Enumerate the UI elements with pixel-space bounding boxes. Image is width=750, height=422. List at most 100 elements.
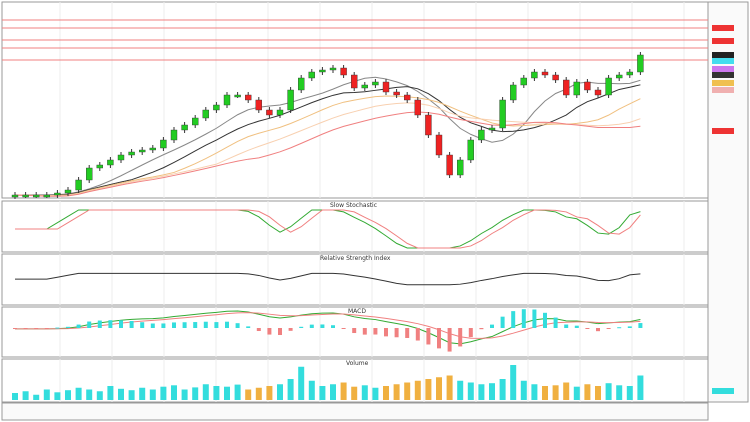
volume-bar	[12, 393, 18, 400]
volume-bar	[65, 390, 71, 400]
price-label-box	[712, 128, 734, 134]
volume-bar	[139, 387, 146, 400]
candle	[488, 127, 496, 131]
volume-bar	[510, 365, 517, 400]
volume-bar	[499, 379, 506, 400]
candle	[202, 109, 210, 119]
candle	[149, 147, 157, 151]
candle	[128, 151, 135, 156]
volume-bar	[637, 375, 644, 400]
candle	[191, 117, 199, 126]
macd-histogram-bar	[87, 321, 92, 328]
volume-bar	[224, 386, 230, 400]
candle	[425, 114, 432, 136]
volume-bar	[54, 392, 61, 400]
macd-histogram-bar	[532, 309, 537, 328]
rsi-line	[15, 272, 641, 286]
candle	[478, 129, 485, 141]
candle	[54, 192, 61, 196]
volume-bar	[404, 382, 411, 400]
volume-bar	[160, 386, 167, 400]
candle	[234, 94, 241, 98]
volume-bar	[245, 389, 252, 400]
macd-histogram-bar	[627, 326, 632, 328]
volume-bar	[340, 382, 347, 400]
macd-histogram-bar	[373, 328, 378, 335]
macd-histogram-bar	[150, 323, 155, 328]
macd-histogram-bar	[172, 322, 176, 328]
stochastic-title: Slow Stochastic	[330, 202, 377, 209]
macd-histogram-bar	[119, 320, 123, 328]
macd-histogram-bar	[362, 328, 367, 335]
candle	[372, 81, 379, 86]
macd-histogram-bar	[394, 328, 399, 338]
macd-histogram-bar	[55, 327, 60, 329]
volume-bar	[43, 389, 50, 400]
candle	[361, 84, 368, 89]
candle	[510, 84, 517, 101]
candle	[382, 81, 390, 93]
volume-bar	[531, 384, 538, 400]
volume-bar	[107, 386, 114, 400]
macd-histogram-bar	[13, 328, 17, 329]
volume-bar	[181, 389, 188, 400]
volume-bar	[75, 387, 82, 400]
moving-average-50	[14, 95, 641, 197]
volume-bar	[330, 384, 336, 400]
candle	[170, 129, 178, 141]
candle	[404, 94, 411, 101]
volume-bar	[563, 382, 570, 400]
volume-bar	[149, 389, 156, 400]
macd-histogram-bar	[585, 328, 590, 329]
candle	[85, 167, 93, 181]
macd-histogram-bar	[309, 324, 314, 328]
macd-histogram-bar	[66, 326, 70, 328]
volume-bar	[86, 389, 93, 400]
macd-histogram-bar	[267, 328, 272, 335]
candle	[605, 77, 612, 96]
candle	[446, 154, 453, 176]
volume-bar	[118, 388, 124, 400]
volume-bar	[192, 387, 199, 400]
macd-histogram-bar	[543, 312, 547, 328]
volume-bar	[573, 386, 580, 400]
candle	[573, 81, 580, 96]
candle	[637, 54, 644, 73]
macd-histogram-bar	[405, 328, 410, 338]
volume-bar	[128, 390, 135, 400]
macd-histogram-bar	[108, 320, 113, 328]
macd-histogram-bar	[299, 326, 304, 328]
candle	[276, 109, 284, 116]
rsi-title: Relative Strength Index	[320, 255, 391, 262]
volume-bar	[96, 391, 103, 400]
volume-bar	[22, 391, 29, 400]
candle	[414, 99, 421, 116]
candle	[298, 77, 305, 91]
candle	[287, 89, 294, 111]
volume-bar	[393, 384, 400, 400]
macd-histogram-bar	[426, 328, 431, 345]
price-label-box	[712, 58, 734, 64]
volume-bar	[520, 380, 527, 400]
macd-histogram-bar	[553, 317, 558, 328]
volume-bar	[436, 377, 442, 400]
macd-histogram-bar	[288, 328, 293, 331]
volume-bar	[202, 384, 209, 400]
price-label-box	[712, 52, 734, 58]
candle	[22, 194, 29, 198]
candle	[616, 74, 623, 79]
candle	[563, 79, 570, 96]
volume-bar	[319, 386, 326, 400]
macd-histogram-bar	[490, 324, 494, 328]
macd-histogram-bar	[617, 327, 622, 329]
candle	[308, 71, 315, 79]
candle	[117, 154, 125, 161]
macd-histogram-bar	[479, 328, 484, 330]
moving-average-10	[15, 76, 641, 196]
macd-histogram-bar	[129, 321, 134, 328]
macd-histogram-bar	[511, 311, 516, 328]
macd-histogram-bar	[140, 322, 145, 328]
macd-histogram-bar	[235, 323, 240, 328]
volume-title: Volume	[346, 360, 369, 367]
